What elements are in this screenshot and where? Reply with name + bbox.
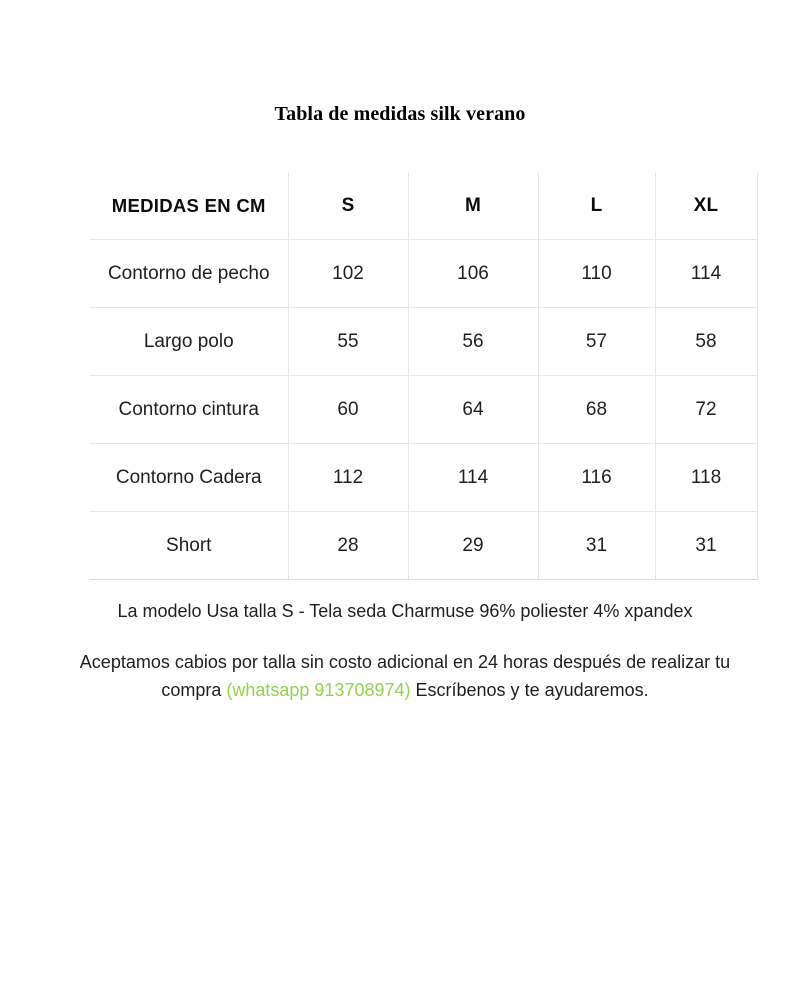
cell-contorno-cadera-xl: 118 bbox=[655, 443, 758, 512]
cell-contorno-cintura-m: 64 bbox=[408, 375, 539, 444]
cell-largo-polo-m: 56 bbox=[408, 307, 539, 376]
column-header-l: L bbox=[538, 173, 656, 240]
table-header-row: MEDIDAS EN CM S M L XL bbox=[90, 173, 758, 240]
size-chart-table: MEDIDAS EN CM S M L XL Contorno de pecho… bbox=[90, 173, 758, 580]
cell-contorno-cadera-m: 114 bbox=[408, 443, 539, 512]
notes-section: La modelo Usa talla S - Tela seda Charmu… bbox=[0, 598, 800, 705]
cell-contorno-cintura-l: 68 bbox=[538, 375, 656, 444]
cell-contorno-de-pecho-xl: 114 bbox=[655, 239, 758, 308]
cell-contorno-de-pecho-s: 102 bbox=[288, 239, 409, 308]
row-label-contorno-de-pecho: Contorno de pecho bbox=[90, 239, 289, 308]
size-chart-container: MEDIDAS EN CM S M L XL Contorno de pecho… bbox=[0, 173, 800, 580]
table-row: Short 28 29 31 31 bbox=[90, 511, 758, 580]
column-header-s: S bbox=[288, 173, 409, 240]
whatsapp-contact[interactable]: (whatsapp 913708974) bbox=[226, 679, 411, 700]
cell-contorno-de-pecho-m: 106 bbox=[408, 239, 539, 308]
page-title: Tabla de medidas silk verano bbox=[274, 103, 526, 125]
cell-largo-polo-xl: 58 bbox=[655, 307, 758, 376]
table-row: Contorno de pecho 102 106 110 114 bbox=[90, 239, 758, 308]
cell-contorno-cadera-l: 116 bbox=[538, 443, 656, 512]
table-row: Largo polo 55 56 57 58 bbox=[90, 307, 758, 376]
row-label-short: Short bbox=[90, 511, 289, 580]
cell-contorno-cintura-xl: 72 bbox=[655, 375, 758, 444]
cell-short-l: 31 bbox=[538, 511, 656, 580]
note-exchange-text-after: Escríbenos y te ayudaremos. bbox=[410, 679, 649, 700]
column-header-m: M bbox=[408, 173, 539, 240]
cell-contorno-de-pecho-l: 110 bbox=[538, 239, 656, 308]
column-header-measurements: MEDIDAS EN CM bbox=[90, 173, 289, 240]
note-fabric-and-model: La modelo Usa talla S - Tela seda Charmu… bbox=[117, 601, 693, 621]
cell-largo-polo-l: 57 bbox=[538, 307, 656, 376]
cell-largo-polo-s: 55 bbox=[288, 307, 409, 376]
table-header: MEDIDAS EN CM S M L XL bbox=[90, 173, 758, 240]
cell-contorno-cintura-s: 60 bbox=[288, 375, 409, 444]
table-row: Contorno Cadera 112 114 116 118 bbox=[90, 443, 758, 512]
row-label-contorno-cintura: Contorno cintura bbox=[90, 375, 289, 444]
note-exchange-text-before: Aceptamos cabios por talla sin costo adi… bbox=[79, 651, 731, 700]
table-row: Contorno cintura 60 64 68 72 bbox=[90, 375, 758, 444]
cell-contorno-cadera-s: 112 bbox=[288, 443, 409, 512]
column-header-xl: XL bbox=[655, 173, 758, 240]
row-label-largo-polo: Largo polo bbox=[90, 307, 289, 376]
cell-short-s: 28 bbox=[288, 511, 409, 580]
cell-short-m: 29 bbox=[408, 511, 539, 580]
cell-short-xl: 31 bbox=[655, 511, 758, 580]
note-exchange-policy: Aceptamos cabios por talla sin costo adi… bbox=[70, 649, 740, 705]
row-label-contorno-cadera: Contorno Cadera bbox=[90, 443, 289, 512]
table-body: Contorno de pecho 102 106 110 114 Largo … bbox=[90, 239, 758, 580]
